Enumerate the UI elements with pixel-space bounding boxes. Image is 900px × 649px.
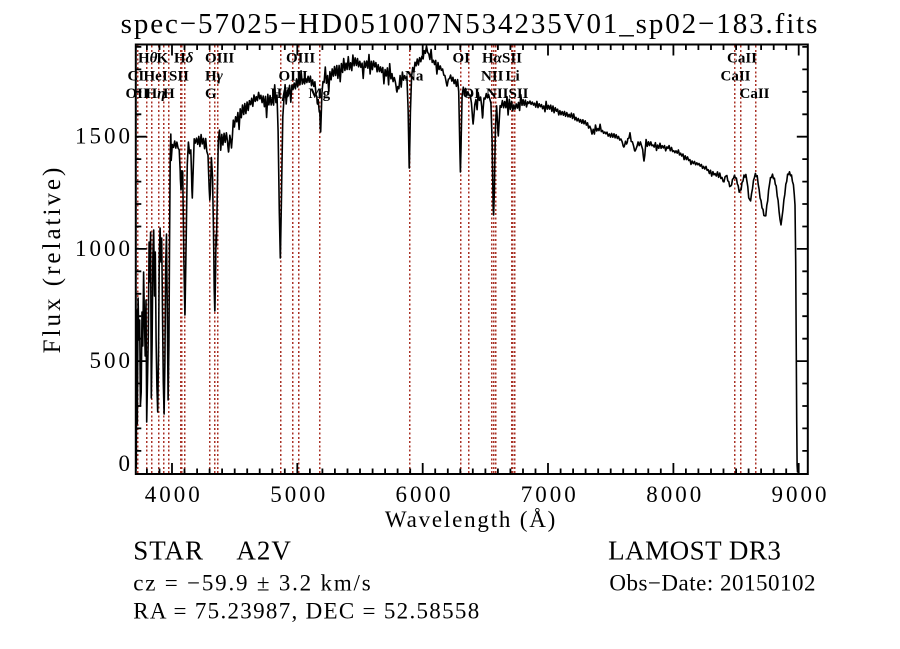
svg-text:Hβ: Hβ bbox=[271, 86, 291, 102]
svg-text:cz = −59.9 ± 3.2 km/s: cz = −59.9 ± 3.2 km/s bbox=[133, 571, 372, 596]
svg-text:1000: 1000 bbox=[75, 236, 133, 261]
svg-text:NIISII: NIISII bbox=[486, 86, 529, 102]
svg-text:CaII: CaII bbox=[727, 51, 757, 67]
svg-text:1500: 1500 bbox=[75, 124, 133, 149]
svg-text:LAMOST DR3: LAMOST DR3 bbox=[608, 536, 781, 566]
svg-text:Obs−Date: 20150102: Obs−Date: 20150102 bbox=[609, 571, 816, 596]
svg-text:G: G bbox=[205, 86, 217, 102]
svg-text:NII: NII bbox=[481, 69, 504, 85]
svg-text:7000: 7000 bbox=[521, 482, 579, 507]
svg-text:OI: OI bbox=[463, 86, 481, 102]
svg-text:OII: OII bbox=[126, 86, 150, 102]
svg-text:Hδ: Hδ bbox=[174, 51, 194, 67]
svg-text:Mg: Mg bbox=[309, 86, 331, 102]
svg-text:Wavelength (Å): Wavelength (Å) bbox=[385, 507, 557, 532]
svg-text:Flux (relative): Flux (relative) bbox=[39, 165, 66, 354]
svg-text:Hθ: Hθ bbox=[138, 51, 158, 67]
svg-text:A2V: A2V bbox=[236, 536, 292, 566]
svg-text:OIII: OIII bbox=[286, 51, 315, 67]
svg-text:STAR: STAR bbox=[133, 536, 204, 566]
svg-text:RA = 75.23987, DEC = 52.5855: RA = 75.23987, DEC = 52.58558 bbox=[133, 599, 480, 624]
svg-text:CI: CI bbox=[128, 69, 145, 85]
svg-text:SII: SII bbox=[169, 69, 189, 85]
svg-text:8000: 8000 bbox=[646, 482, 704, 507]
svg-text:H: H bbox=[163, 86, 175, 102]
svg-text:spec−57025−HD051007N534235V01_: spec−57025−HD051007N534235V01_sp02−183.f… bbox=[121, 8, 820, 40]
svg-text:CaII: CaII bbox=[721, 69, 751, 85]
svg-text:HeI: HeI bbox=[144, 69, 168, 85]
svg-text:OIII: OIII bbox=[279, 69, 308, 85]
svg-text:OI: OI bbox=[453, 51, 471, 67]
svg-text:Hγ: Hγ bbox=[205, 69, 224, 85]
svg-text:5000: 5000 bbox=[270, 482, 328, 507]
svg-text:Li: Li bbox=[506, 69, 520, 85]
svg-text:K: K bbox=[157, 51, 169, 67]
svg-text:500: 500 bbox=[90, 348, 134, 373]
svg-text:9000: 9000 bbox=[772, 482, 830, 507]
svg-text:Hη: Hη bbox=[146, 86, 166, 102]
svg-text:0: 0 bbox=[119, 451, 134, 476]
svg-text:OIII: OIII bbox=[205, 51, 234, 67]
svg-text:6000: 6000 bbox=[396, 482, 454, 507]
svg-text:4000: 4000 bbox=[145, 482, 203, 507]
svg-text:CaII: CaII bbox=[740, 86, 770, 102]
svg-text:HαSII: HαSII bbox=[482, 51, 522, 67]
svg-text:Na: Na bbox=[405, 69, 424, 85]
